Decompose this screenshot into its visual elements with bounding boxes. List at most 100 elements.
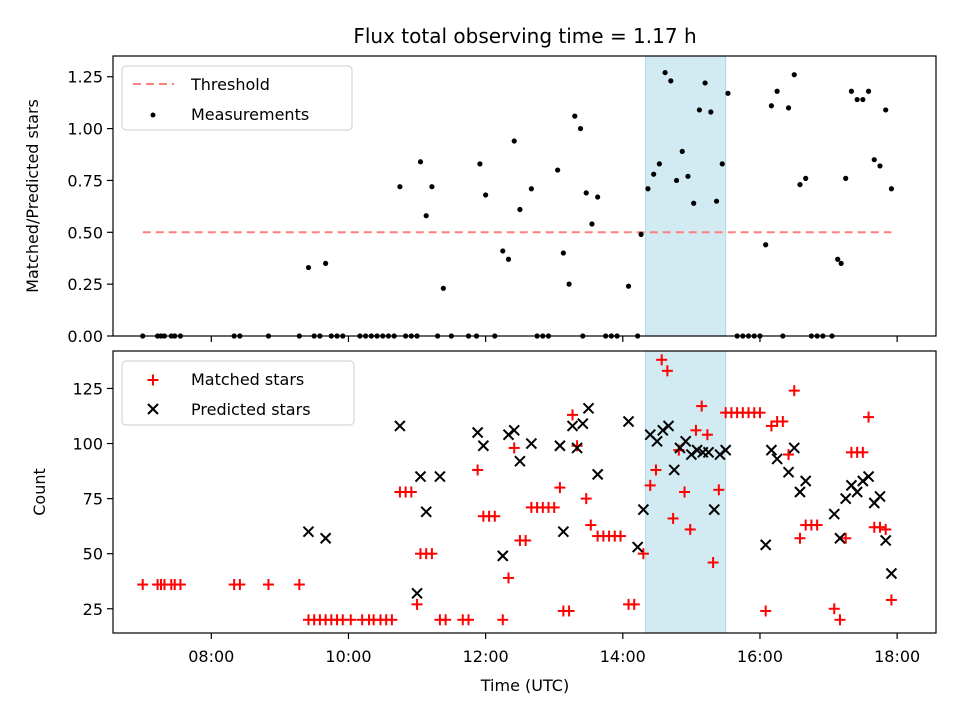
measurement-point <box>572 113 578 119</box>
predicted-star-point <box>719 444 732 456</box>
measurement-point <box>560 250 566 256</box>
matched-star-point <box>520 534 532 546</box>
measurement-point <box>803 175 809 181</box>
matched-star-point <box>293 579 305 591</box>
matched-star-point <box>701 429 713 441</box>
bottom-y-tick-label: 125 <box>72 379 103 398</box>
matched-star-point <box>794 532 806 544</box>
top-y-tick-label: 1.00 <box>67 120 103 139</box>
measurement-point <box>500 248 506 254</box>
measurement-point <box>843 175 849 181</box>
measurement-point <box>883 107 889 113</box>
matched-star-point <box>863 411 875 423</box>
top-y-tick-label: 0.50 <box>67 223 103 242</box>
predicted-star-point <box>771 453 783 465</box>
chart-title: Flux total observing time = 1.17 h <box>353 24 696 48</box>
legend-cross-marker <box>147 403 159 415</box>
measurement-point <box>877 163 883 169</box>
measurement-point <box>838 260 844 267</box>
legend-threshold-label: Threshold <box>190 75 270 94</box>
measurement-point <box>566 281 572 287</box>
measurement-point <box>577 125 584 132</box>
predicted-star-point <box>788 442 800 454</box>
measurement-point <box>555 167 561 173</box>
matched-star-point <box>234 579 246 591</box>
predicted-star-point <box>514 455 526 467</box>
bottom-axes-frame <box>112 350 937 634</box>
predicted-star-point <box>794 486 806 498</box>
matched-star-point <box>615 530 627 542</box>
predicted-star-point <box>828 508 840 520</box>
predicted-star-point <box>302 525 315 538</box>
measurement-point <box>651 171 657 177</box>
top-axes-frame <box>112 55 937 337</box>
predicted-star-point <box>434 470 446 483</box>
matched-star-point <box>667 512 679 524</box>
predicted-star-point <box>394 420 406 432</box>
predicted-star-point <box>497 550 509 562</box>
bottom-y-axis-label: Count <box>30 468 49 516</box>
predicted-star-point <box>554 440 566 452</box>
bottom-y-tick-label: 100 <box>72 435 103 454</box>
matched-star-point <box>508 442 520 454</box>
bottom-y-tick-label: 75 <box>83 490 103 509</box>
measurement-point <box>713 198 720 204</box>
matched-star-point <box>554 482 566 494</box>
predicted-star-point <box>319 532 332 544</box>
matched-star-point <box>880 523 892 535</box>
legend-matched-swatch <box>147 374 159 386</box>
measurement-point <box>860 96 866 103</box>
measurement-point <box>595 194 601 200</box>
matched-star-point <box>696 400 708 412</box>
top-y-tick-label: 0.00 <box>67 327 103 346</box>
measurement-point <box>417 159 424 165</box>
predicted-star-point <box>508 424 520 437</box>
matched-star-point <box>426 548 438 560</box>
matched-star-point <box>462 614 474 626</box>
top-y-tick-label: 0.75 <box>67 171 103 190</box>
matched-star-point <box>788 385 800 397</box>
matched-star-point <box>405 486 417 498</box>
bottom-y-ticks: 25 50 75 100 125 <box>72 379 113 619</box>
predicted-star-point <box>782 466 795 478</box>
measurement-point <box>656 161 662 167</box>
predicted-star-point <box>566 420 579 432</box>
matched-star-point <box>828 603 840 615</box>
matched-star-point <box>585 519 597 531</box>
measurement-point <box>691 200 697 206</box>
measurement-point <box>517 206 523 213</box>
matched-star-point <box>345 614 357 626</box>
matched-star-point <box>783 449 795 461</box>
top-y-tick-label: 1.25 <box>67 68 103 87</box>
matched-star-point <box>411 598 423 610</box>
measurement-point <box>702 80 708 86</box>
matched-star-point <box>571 440 583 452</box>
bottom-legend-box <box>121 360 355 426</box>
bottom-panel: 25 50 75 100 125 08:00 10:00 12:00 14:00 16:00 18… <box>30 350 937 695</box>
legend-measurements-swatch <box>150 112 156 118</box>
top-highlight-window <box>645 55 727 337</box>
measurement-point <box>797 181 803 188</box>
predicted-star-point <box>668 464 680 476</box>
predicted-star-point <box>651 435 663 448</box>
measurement-point <box>673 177 680 184</box>
measurement-point <box>835 256 841 262</box>
matched-star-point <box>760 605 772 617</box>
measurement-point <box>625 283 632 289</box>
matched-star-point <box>684 523 696 535</box>
matched-star-point <box>137 579 149 591</box>
matched-star-point <box>707 557 719 568</box>
measurement-point <box>685 173 691 179</box>
predicted-star-point <box>862 470 875 483</box>
measurement-point <box>708 109 714 115</box>
top-legend-box <box>121 65 353 131</box>
matched-star-point <box>497 614 509 626</box>
x-tick-label: 16:00 <box>737 647 783 666</box>
matched-star-point <box>713 484 725 496</box>
measurement-point <box>871 157 877 163</box>
matched-star-point <box>840 532 852 544</box>
bottom-y-tick-label: 50 <box>83 545 103 564</box>
matched-star-point <box>811 519 823 531</box>
predicted-star-point <box>525 437 538 450</box>
